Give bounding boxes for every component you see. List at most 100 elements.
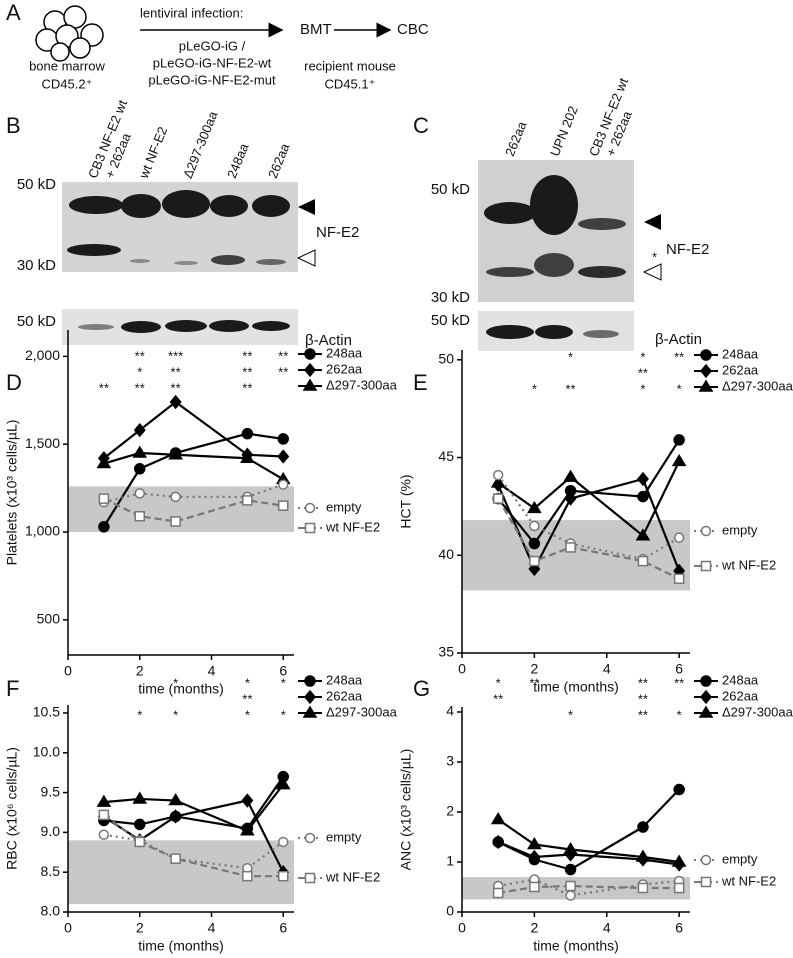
marker bbox=[700, 363, 712, 379]
bands bbox=[67, 190, 290, 333]
arrowhead bbox=[298, 199, 315, 215]
x-tick-label: 4 bbox=[208, 920, 216, 936]
legend-label: 248aa bbox=[326, 345, 363, 360]
y-tick-label: 0 bbox=[446, 903, 454, 919]
x-tick-label: 6 bbox=[675, 920, 683, 936]
significance: ** bbox=[674, 675, 684, 690]
significance: ** bbox=[529, 675, 539, 690]
significance: ** bbox=[242, 364, 252, 379]
legend-label: 262aa bbox=[326, 361, 363, 376]
marker bbox=[529, 555, 540, 567]
marker-label: 30 kD bbox=[431, 289, 470, 306]
reference-band bbox=[462, 877, 690, 900]
marker bbox=[637, 555, 649, 567]
significance: * bbox=[568, 707, 573, 722]
y-tick-label: 2,000 bbox=[25, 347, 60, 363]
marker bbox=[240, 450, 255, 463]
y-axis-title: RBC (x10⁶ cells/µL) bbox=[4, 747, 20, 870]
marker bbox=[277, 836, 289, 848]
y-tick-label: 3 bbox=[446, 753, 454, 769]
significance: ** bbox=[242, 691, 252, 706]
marker bbox=[169, 809, 182, 824]
marker bbox=[275, 777, 291, 790]
legend-label: Δ297-300aa bbox=[326, 704, 398, 719]
marker bbox=[700, 876, 712, 888]
marker bbox=[277, 479, 289, 490]
marker bbox=[134, 836, 145, 848]
series-line bbox=[103, 400, 284, 460]
marker bbox=[492, 834, 505, 850]
marker bbox=[98, 829, 110, 841]
marker bbox=[304, 689, 316, 705]
label: BMT bbox=[300, 21, 332, 38]
series-line bbox=[103, 497, 284, 523]
significance: ** bbox=[638, 365, 648, 380]
y-axis-title: HCT (%) bbox=[398, 474, 414, 528]
x-axis-title: time (months) bbox=[533, 679, 619, 695]
marker bbox=[242, 495, 253, 506]
marker bbox=[132, 791, 148, 804]
marker-label: 50 kD bbox=[431, 312, 470, 329]
label: CD45.1⁺ bbox=[325, 76, 376, 91]
y-tick-label: 1,500 bbox=[25, 435, 60, 451]
bands bbox=[484, 175, 626, 339]
marker bbox=[304, 522, 316, 534]
legend-label: wt NF-E2 bbox=[325, 519, 380, 534]
marker bbox=[563, 469, 578, 482]
reference-band bbox=[462, 520, 690, 591]
x-axis-title: time (months) bbox=[533, 938, 619, 954]
y-tick-label: 1 bbox=[446, 853, 454, 869]
x-tick-label: 6 bbox=[279, 663, 287, 679]
marker bbox=[565, 890, 576, 901]
y-tick-label: 4 bbox=[446, 703, 454, 719]
marker bbox=[302, 705, 318, 718]
marker bbox=[134, 488, 145, 499]
legend-label: 248aa bbox=[722, 346, 759, 361]
legend-label: 248aa bbox=[326, 672, 363, 687]
significance: ** bbox=[171, 380, 181, 395]
asterisk: * bbox=[652, 249, 657, 264]
panel-label: E bbox=[413, 370, 428, 395]
marker bbox=[637, 882, 649, 894]
marker bbox=[673, 573, 685, 584]
marker bbox=[132, 445, 148, 458]
significance: ** bbox=[135, 348, 145, 363]
marker bbox=[637, 821, 649, 833]
marker bbox=[277, 500, 289, 511]
protein-label: β-Actin bbox=[655, 331, 702, 348]
y-tick-label: 500 bbox=[37, 611, 61, 627]
significance: ** bbox=[278, 364, 288, 379]
marker bbox=[528, 849, 541, 865]
label: CBC bbox=[397, 21, 429, 38]
marker bbox=[492, 493, 504, 504]
marker bbox=[492, 887, 504, 899]
protein-label: β-Actin bbox=[305, 332, 352, 349]
marker bbox=[98, 809, 110, 821]
marker bbox=[490, 812, 506, 825]
legend-label: wt NF-E2 bbox=[325, 869, 380, 884]
lane-label: 262aa bbox=[502, 119, 530, 159]
significance: ** bbox=[99, 380, 109, 395]
marker bbox=[636, 471, 649, 487]
marker bbox=[241, 427, 254, 440]
significance: * bbox=[281, 675, 286, 690]
significance: * bbox=[281, 707, 286, 722]
significance: * bbox=[568, 349, 573, 364]
label: lentiviral infection: bbox=[140, 5, 243, 20]
marker bbox=[564, 491, 577, 506]
x-tick-label: 4 bbox=[603, 920, 611, 936]
significance: ** bbox=[278, 348, 288, 363]
marker bbox=[304, 675, 316, 687]
y-tick-label: 9.0 bbox=[41, 823, 61, 839]
significance: ** bbox=[638, 707, 648, 722]
y-tick-label: 10.0 bbox=[33, 743, 60, 759]
significance: * bbox=[137, 364, 142, 379]
marker bbox=[304, 362, 316, 378]
marker bbox=[170, 516, 181, 527]
label: recipient mouse bbox=[304, 58, 396, 73]
marker bbox=[304, 502, 316, 514]
marker bbox=[700, 349, 712, 361]
x-tick-label: 2 bbox=[530, 920, 538, 936]
marker bbox=[635, 528, 651, 541]
